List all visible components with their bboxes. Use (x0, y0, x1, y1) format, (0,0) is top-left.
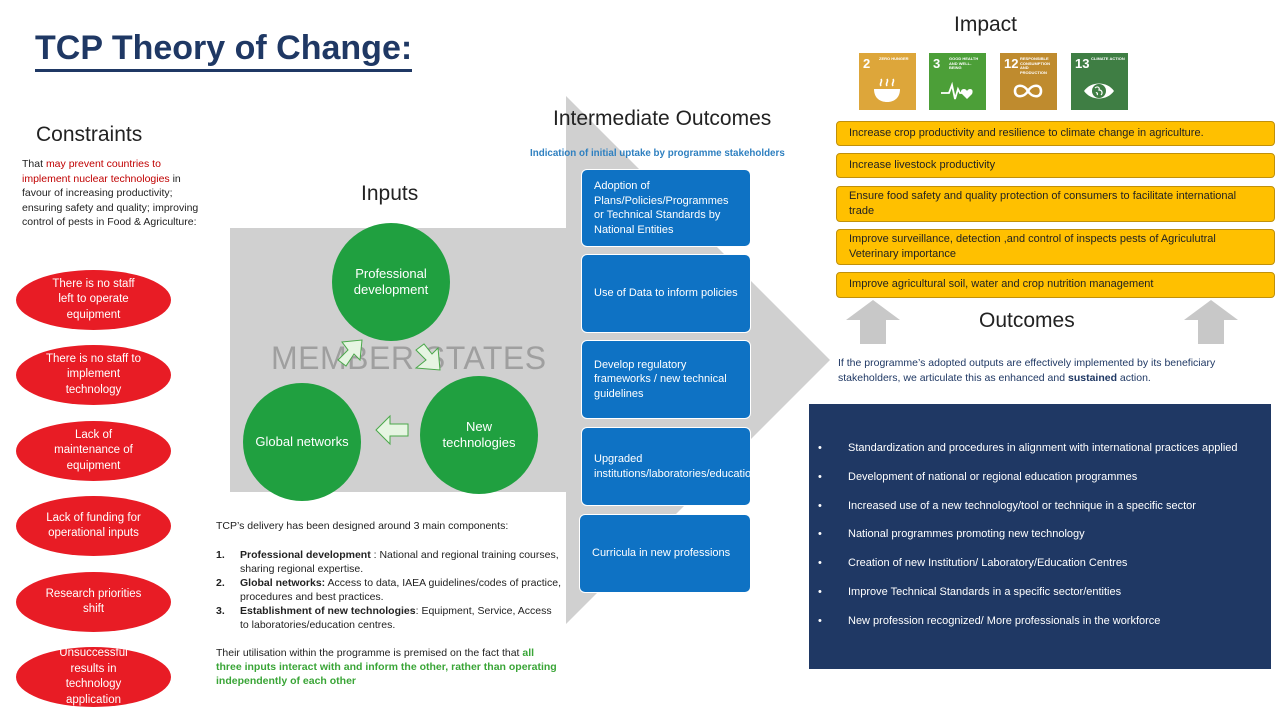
intermediate-outcome-box: Upgraded institutions/laboratories/educa… (581, 427, 805, 506)
input-circle-new-technologies: New technologies (420, 376, 538, 494)
tcp-component-item: 3. Establishment of new technologies: Equ… (216, 605, 552, 631)
constraint-oval: Unsuccessful results in technology appli… (16, 647, 171, 707)
outcome-list-item: • Creation of new Institution/ Laboratory… (818, 557, 1128, 570)
outcomes-description: If the programme’s adopted outputs are e… (838, 357, 1216, 384)
sdg-tile-2: 2 ZERO HUNGER (859, 53, 916, 110)
impact-heading: Impact (954, 13, 1018, 36)
cycle-arrows (337, 339, 441, 446)
outcome-list-item: • Improve Technical Standards in a specif… (818, 585, 1122, 598)
impact-item-box: Increase livestock productivity (836, 153, 1275, 178)
outcome-list-item: • New profession recognized/ More profess… (818, 614, 1161, 627)
sdg-tile-12: 12 RESPONSIBLE CONSUMPTION AND PRODUCTION (1000, 53, 1057, 110)
impact-item-box: Increase crop productivity and resilienc… (836, 121, 1275, 146)
intermediate-outcome-box: Curricula in new professions (579, 514, 751, 593)
tcp-delivery-intro: TCP’s delivery has been designed around … (216, 520, 509, 532)
member-states-label: MEMBER STATES (271, 340, 547, 376)
tcp-component-item: 2. Global networks: Access to data, IAEA … (216, 577, 561, 603)
outcome-list-item: • Standardization and procedures in align… (818, 442, 1238, 454)
tcp-utilisation-text: Their utilisation within the programme i… (216, 647, 557, 687)
outcomes-heading: Outcomes (979, 309, 1075, 332)
heartbeat-icon (941, 81, 973, 100)
constraints-heading: Constraints (36, 123, 143, 146)
intermediate-outcome-box: Adoption of Plans/Policies/Programmes or… (581, 169, 751, 247)
eye-globe-icon (1084, 83, 1114, 99)
outcome-list-item: • National programmes promoting new techn… (818, 528, 1085, 541)
impact-item-box: Improve agricultural soil, water and cro… (836, 272, 1275, 298)
constraints-description: That may prevent countries to implement … (22, 158, 199, 228)
impact-item-box: Ensure food safety and quality protectio… (836, 186, 1275, 222)
tcp-component-item: 1. Professional development : National an… (216, 549, 559, 575)
sdg-tile-3: 3 GOOD HEALTH AND WELL-BEING (929, 53, 986, 110)
impact-item-box: Improve surveillance, detection ,and con… (836, 229, 1275, 265)
cycle-arrow-icon (337, 339, 363, 367)
sdg-tile-13: 13 CLIMATE ACTION (1071, 53, 1128, 110)
constraint-oval: Lack of maintenance of equipment (16, 421, 171, 481)
up-arrow-icon (1184, 300, 1238, 344)
cycle-arrow-icon (375, 414, 409, 446)
intermediate-outcomes-subheading: Indication of initial uptake by programm… (530, 148, 785, 159)
tcp-delivery-text: TCP’s delivery has been designed around … (216, 519, 561, 688)
cycle-arrow-icon (414, 343, 441, 371)
infinity-icon (1013, 84, 1043, 98)
intermediate-outcome-box: Develop regulatory frameworks / new tech… (581, 340, 751, 419)
input-circle-global-networks: Global networks (243, 383, 361, 501)
up-arrow-icon (846, 300, 900, 344)
bowl-icon (874, 78, 900, 102)
constraint-oval: There is no staff to implement technolog… (16, 345, 171, 405)
constraint-oval: Lack of funding for operational inputs (16, 496, 171, 556)
intermediate-outcome-box: Use of Data to inform policies (581, 254, 751, 333)
constraint-oval: Research priorities shift (16, 572, 171, 632)
constraint-oval: There is no staff left to operate equipm… (16, 270, 171, 330)
outcomes-list-panel: • Standardization and procedures in align… (809, 404, 1271, 669)
page-title: TCP Theory of Change: (35, 28, 413, 72)
intermediate-outcomes-heading: Intermediate Outcomes (553, 107, 772, 130)
inputs-heading: Inputs (361, 182, 419, 205)
outcome-list-item: • Development of national or regional edu… (818, 470, 1138, 483)
input-circle-professional-development: Professional development (332, 223, 450, 341)
outcome-list-item: • Increased use of a new technology/tool … (818, 499, 1196, 512)
